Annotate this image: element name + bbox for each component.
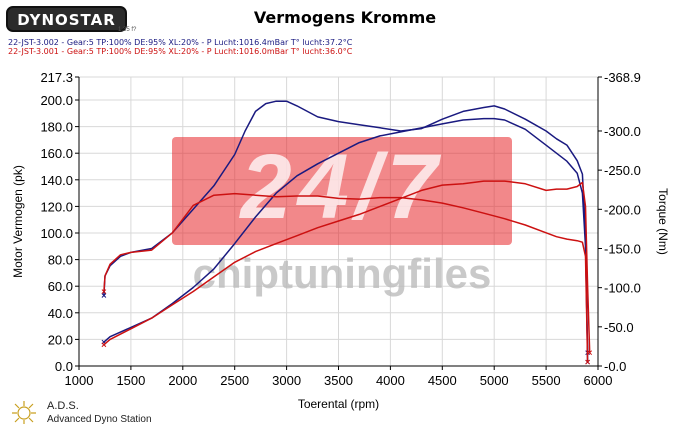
y-tick-label-right: -100.0 — [604, 281, 641, 296]
y-tick-label-left: 20.0 — [48, 332, 73, 347]
y-tick-label-left: 0.0 — [55, 359, 73, 374]
logo-version: 1.35 f? — [118, 27, 137, 33]
y-tick-label-left: 180.0 — [40, 120, 73, 135]
x-tick-label: 5500 — [532, 373, 561, 388]
y-tick-label-right: -0.0 — [604, 359, 626, 374]
x-tick-label: 1500 — [116, 373, 145, 388]
x-tick-label: 5000 — [480, 373, 509, 388]
chart-title: Vermogens Kromme — [253, 8, 437, 27]
series-point — [101, 289, 107, 294]
x-tick-label: 2000 — [168, 373, 197, 388]
series-point — [585, 359, 590, 365]
y-tick-label-left: 120.0 — [40, 199, 73, 214]
y-axis-label-left: Motor Vermogen (pk) — [11, 165, 25, 278]
series-point — [101, 293, 107, 298]
y-tick-label-right: -250.0 — [604, 163, 641, 178]
y-tick-label-right: -300.0 — [604, 124, 641, 139]
x-tick-label: 6000 — [584, 373, 613, 388]
x-tick-label: 3500 — [324, 373, 353, 388]
series-point — [101, 342, 107, 348]
y-tick-label-left: 160.0 — [40, 146, 73, 161]
series-torque-22-JST-3.001 — [103, 192, 589, 363]
series-power-22-JST-3.001 — [103, 180, 591, 353]
series-point — [587, 350, 593, 356]
watermark-small-text: chiptuningfiles — [193, 250, 492, 297]
dynostar-logo: DYNOSTAR — [6, 6, 127, 32]
watermark-box — [172, 137, 512, 245]
x-tick-label: 1000 — [65, 373, 94, 388]
y-tick-label-left: 217.3 — [40, 70, 73, 85]
logo-text: DYNOSTAR — [17, 11, 116, 29]
y-tick-label-right: -150.0 — [604, 241, 641, 256]
footer-name: A.D.S. — [47, 400, 79, 412]
x-tick-label: 4500 — [428, 373, 457, 388]
ads-sun-icon — [12, 401, 36, 424]
y-tick-label-left: 200.0 — [40, 93, 73, 108]
y-tick-label-left: 40.0 — [48, 306, 73, 321]
y-tick-label-left: 140.0 — [40, 173, 73, 188]
x-axis-label: Toerental (rpm) — [298, 397, 379, 411]
run-legend-1: 22-JST-3.002 - Gear:5 TP:100% DE:95% XL:… — [8, 38, 353, 47]
y-tick-label-right: -200.0 — [604, 202, 641, 217]
run-legend-2: 22-JST-3.001 - Gear:5 TP:100% DE:95% XL:… — [8, 47, 353, 56]
x-tick-label: 3000 — [272, 373, 301, 388]
y-tick-label-left: 100.0 — [40, 226, 73, 241]
y-tick-label-right: -368.9 — [604, 70, 641, 85]
y-tick-label-left: 80.0 — [48, 253, 73, 268]
series-power-22-JST-3.002 — [103, 117, 589, 353]
y-axis-label-right: Torque (Nm) — [656, 188, 670, 255]
y-tick-label-left: 60.0 — [48, 279, 73, 294]
x-tick-label: 2500 — [220, 373, 249, 388]
x-tick-label: 4000 — [376, 373, 405, 388]
y-tick-label-right: -50.0 — [604, 320, 634, 335]
footer-subtitle: Advanced Dyno Station — [47, 414, 152, 425]
